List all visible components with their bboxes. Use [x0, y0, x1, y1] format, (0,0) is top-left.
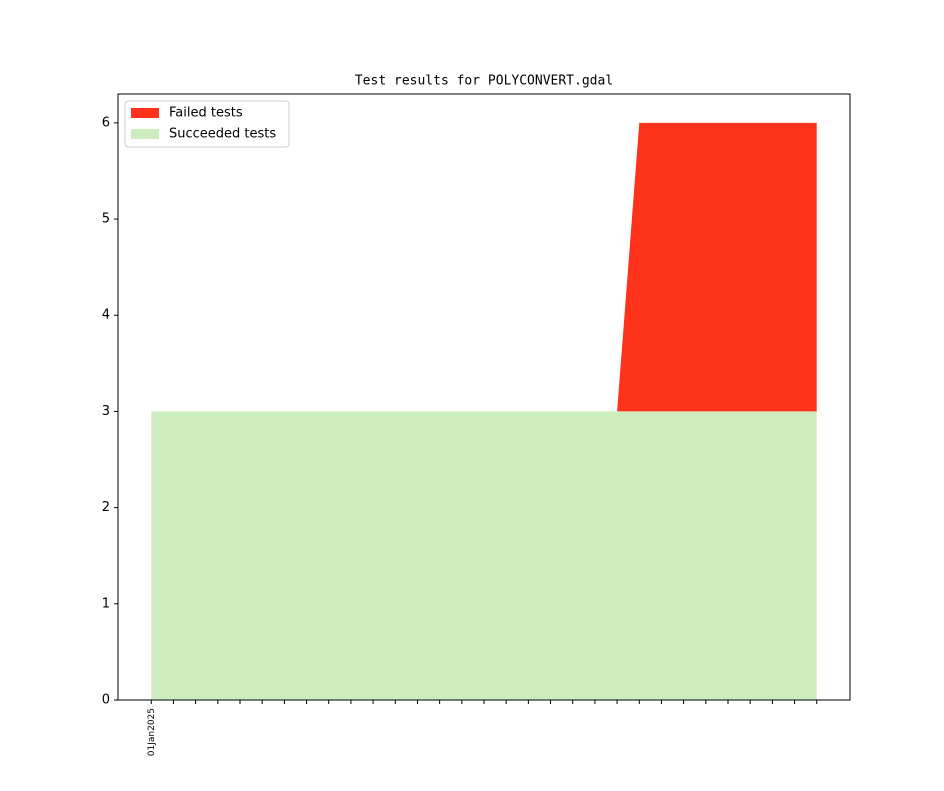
legend-label: Failed tests — [169, 106, 243, 121]
chart-title: Test results for POLYCONVERT.gdal — [355, 74, 613, 89]
plot-areas — [151, 122, 817, 700]
y-tick-label: 1 — [102, 596, 110, 611]
area — [151, 122, 817, 412]
y-tick-label: 0 — [102, 693, 110, 708]
y-tick-label: 3 — [102, 404, 110, 419]
legend-box — [124, 100, 290, 148]
y-tick-label: 5 — [102, 212, 110, 227]
y-tick-label: 6 — [102, 115, 110, 130]
legend-swatch — [131, 108, 159, 118]
legend: Failed tests Succeeded tests — [124, 100, 290, 148]
legend-swatch — [131, 129, 159, 139]
x-tick-label: 01Jan2025 — [147, 708, 157, 756]
legend-label: Succeeded tests — [169, 127, 276, 142]
plot-frame — [117, 93, 851, 701]
y-tick-label: 4 — [102, 308, 110, 323]
axes: 0 1 2 3 4 5 6 01Jan2025 — [102, 115, 818, 756]
area — [151, 411, 817, 700]
y-tick-label: 2 — [102, 500, 110, 515]
